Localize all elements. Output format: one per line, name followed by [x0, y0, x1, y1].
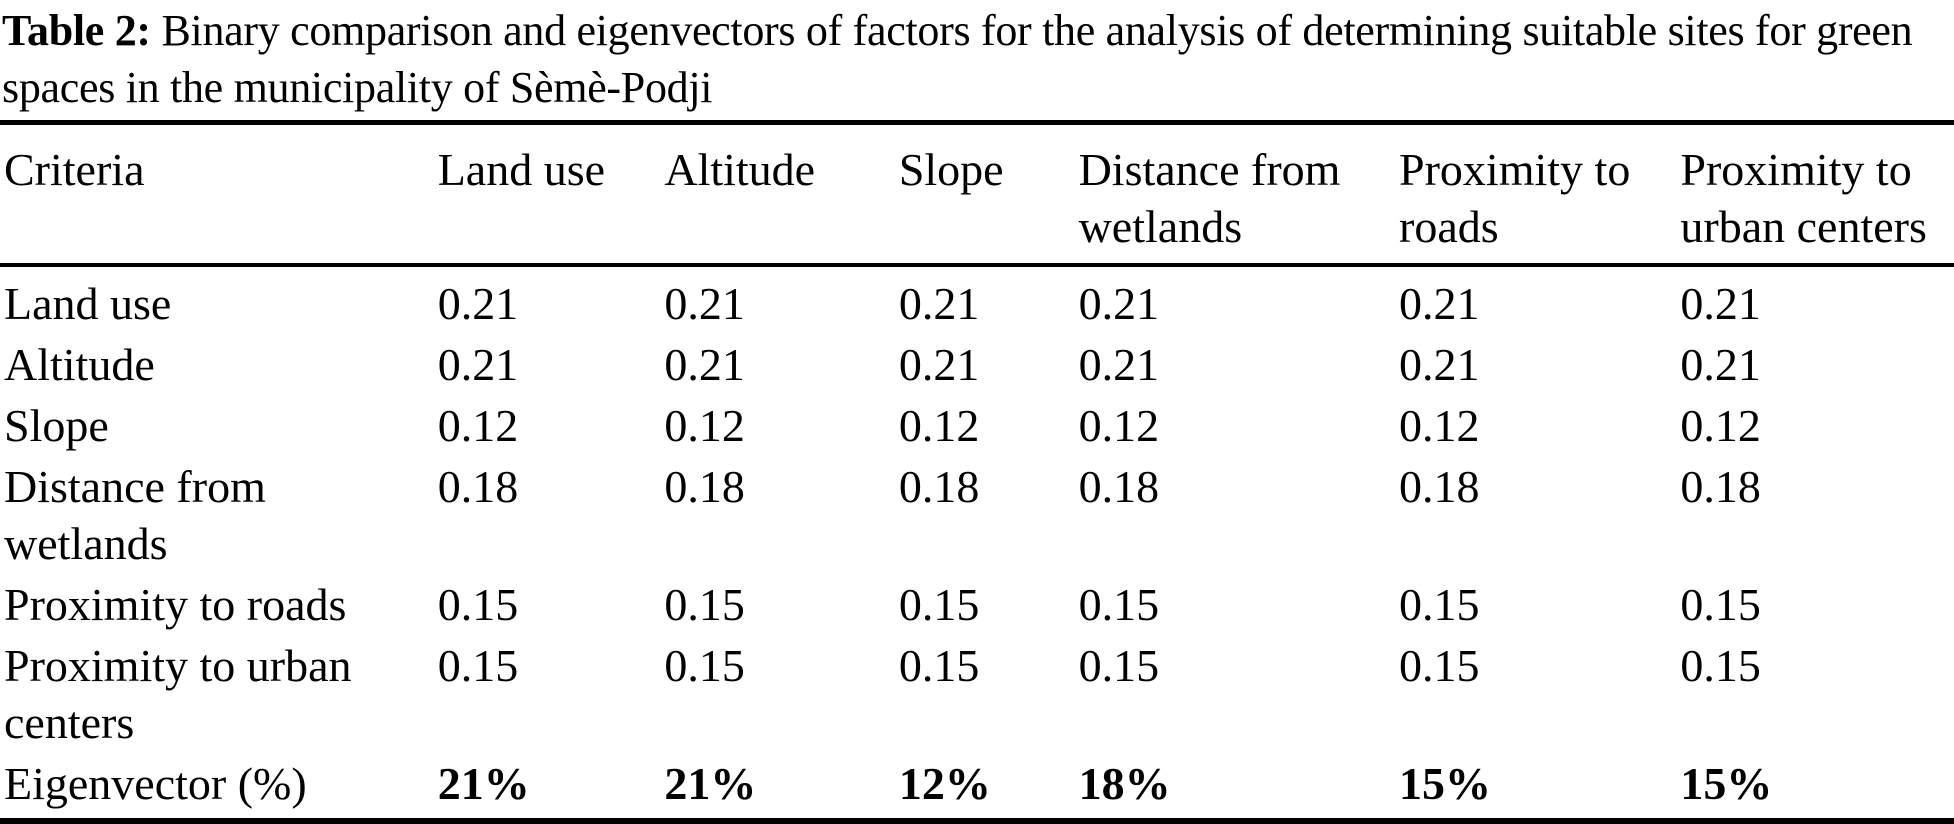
table-cell: 0.15 [1078, 579, 1160, 630]
table-header: Criteria Land use Altitude Slope Distanc… [0, 122, 1954, 267]
table-cell: 0.18 [1399, 461, 1480, 512]
row-criteria-label: Slope [4, 400, 109, 451]
table-cell: 21% [664, 758, 757, 809]
table-cell: 0.12 [898, 400, 980, 451]
table-cell: 0.21 [898, 278, 980, 329]
column-header-slope: Slope [898, 122, 1079, 267]
table-cell: 0.21 [1078, 278, 1160, 329]
row-criteria-label: Distance from wetlands [4, 461, 266, 569]
table-cell: 0.21 [1399, 278, 1480, 329]
table-cell: 0.21 [1399, 339, 1480, 390]
row-criteria-label: Proximity to urban centers [4, 640, 352, 748]
table-cell: 12% [898, 758, 991, 809]
table-cell: 0.21 [898, 339, 980, 390]
table-cell: 0.21 [437, 339, 519, 390]
row-criteria-label: Eigenvector (%) [4, 758, 307, 809]
table-row: Proximity to urban centers 0.15 0.15 0.15 0.… [0, 635, 1954, 753]
table-cell: 0.15 [898, 579, 980, 630]
header-row: Criteria Land use Altitude Slope Distanc… [0, 122, 1954, 267]
row-criteria-label: Altitude [4, 339, 155, 390]
table-cell: 0.15 [1399, 640, 1480, 691]
column-header-roads: Proximity to roads [1399, 122, 1681, 267]
table-caption-label: Table 2: [2, 6, 151, 55]
table-cell: 0.21 [1680, 339, 1761, 390]
table-cell: 0.21 [1078, 339, 1160, 390]
table-cell: 0.18 [437, 461, 519, 512]
table-cell: 0.15 [1078, 640, 1160, 691]
table-cell: 0.12 [437, 400, 519, 451]
table-cell: 0.15 [898, 640, 980, 691]
table-row: Proximity to roads 0.15 0.15 0.15 0.15 0.15 0.… [0, 574, 1954, 635]
table-caption: Table 2: Binary comparison and eigenvect… [2, 2, 1954, 116]
table-cell: 0.15 [1680, 640, 1761, 691]
table-cell: 0.12 [664, 400, 745, 451]
table-cell: 0.12 [1399, 400, 1480, 451]
comparison-table: Criteria Land use Altitude Slope Distanc… [0, 120, 1954, 824]
table-cell: 0.21 [664, 339, 745, 390]
table-cell: 21% [437, 758, 530, 809]
row-criteria-label: Proximity to roads [4, 579, 347, 630]
table-cell: 0.15 [437, 579, 519, 630]
column-header-land-use: Land use [437, 122, 665, 267]
row-criteria-label: Land use [4, 278, 172, 329]
table-cell: 0.15 [1399, 579, 1480, 630]
table-cell: 0.15 [437, 640, 519, 691]
table-body: Land use 0.21 0.21 0.21 0.21 0.21 0.21 Altitude… [0, 265, 1954, 821]
table-cell: 0.21 [664, 278, 745, 329]
column-header-wetlands: Distance from wetlands [1078, 122, 1400, 267]
table-cell: 0.21 [437, 278, 519, 329]
table-cell: 15% [1399, 758, 1492, 809]
table-cell: 0.12 [1078, 400, 1160, 451]
table-row: Slope 0.12 0.12 0.12 0.12 0.12 0.12 [0, 395, 1954, 456]
table-caption-text: Binary comparison and eigenvectors of fa… [2, 6, 1913, 112]
table-cell: 0.15 [664, 579, 745, 630]
summary-row: Eigenvector (%) 21% 21% 12% 18% 15% 15% [0, 753, 1954, 821]
table-cell: 0.15 [1680, 579, 1761, 630]
column-header-urban-centers: Proximity to urban centers [1680, 122, 1954, 267]
table-row: Altitude 0.21 0.21 0.21 0.21 0.21 0.21 [0, 334, 1954, 395]
table-cell: 0.12 [1680, 400, 1761, 451]
table-cell: 0.18 [898, 461, 980, 512]
table-cell: 15% [1680, 758, 1773, 809]
column-header-criteria: Criteria [0, 122, 438, 267]
table-cell: 0.18 [1078, 461, 1160, 512]
column-header-altitude: Altitude [664, 122, 899, 267]
table-cell: 0.21 [1680, 278, 1761, 329]
table-row: Land use 0.21 0.21 0.21 0.21 0.21 0.21 [0, 265, 1954, 334]
table-row: Distance from wetlands 0.18 0.18 0.18 0.18 0.… [0, 456, 1954, 574]
table-cell: 18% [1078, 758, 1171, 809]
table-cell: 0.18 [664, 461, 745, 512]
table-cell: 0.18 [1680, 461, 1761, 512]
table-cell: 0.15 [664, 640, 745, 691]
